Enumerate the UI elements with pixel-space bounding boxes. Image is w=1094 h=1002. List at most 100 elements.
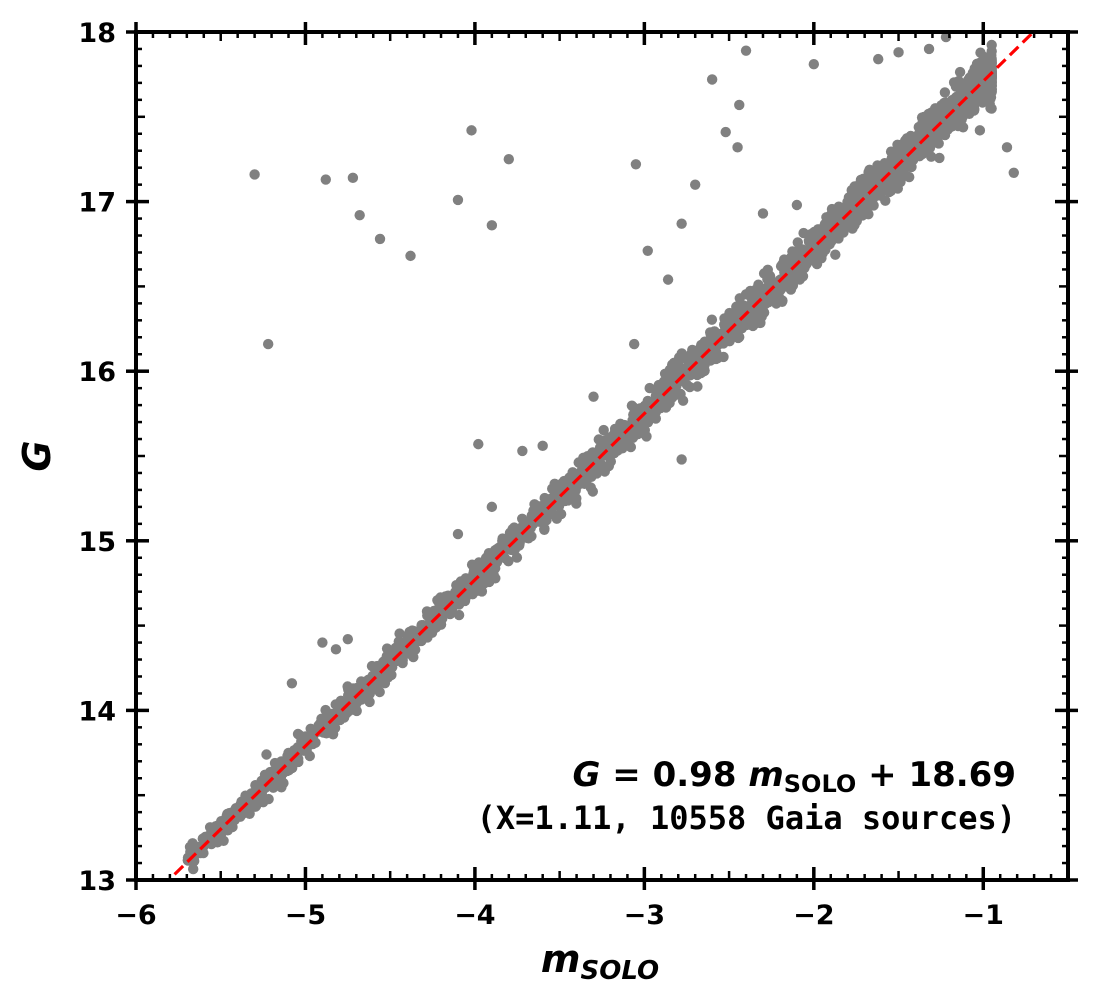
data-point (609, 423, 621, 435)
outlier-point (537, 440, 548, 452)
outlier-point (317, 637, 328, 648)
data-point (366, 660, 378, 672)
data-point (948, 77, 960, 88)
outlier-point (286, 678, 298, 689)
data-point (787, 269, 798, 280)
x-tick-label: −6 (115, 900, 156, 931)
data-point (210, 825, 222, 837)
data-point (625, 432, 636, 443)
data-point (985, 102, 996, 114)
data-point (939, 87, 951, 98)
data-point (243, 793, 254, 804)
data-point (798, 255, 809, 266)
fit-line (166, 32, 1036, 880)
data-point (865, 196, 876, 208)
data-point (284, 748, 295, 759)
data-point (607, 447, 619, 458)
x-tick-label: −4 (454, 900, 495, 931)
data-point (817, 231, 828, 242)
outlier-point (517, 445, 528, 457)
data-point (906, 161, 917, 173)
data-point (356, 676, 367, 687)
outlier-point (347, 172, 359, 184)
data-point (453, 609, 465, 621)
data-point (642, 395, 653, 407)
data-point (294, 729, 305, 741)
data-point (910, 137, 921, 148)
outlier-point (757, 208, 769, 219)
data-point (574, 457, 585, 469)
data-point (432, 595, 443, 606)
outlier-point (893, 47, 904, 58)
outlier-point (720, 126, 731, 138)
data-point (562, 492, 573, 503)
y-tick-label: 18 (78, 18, 116, 49)
data-point (923, 108, 934, 120)
data-point (626, 400, 638, 411)
data-point (408, 631, 420, 643)
data-point (712, 353, 723, 364)
fit-note: (X=1.11, 10558 Gaia sources) (477, 799, 1016, 837)
data-point (692, 381, 703, 392)
outlier-point (642, 245, 653, 256)
y-tick-label: 15 (78, 527, 116, 558)
equation-slope: = 0.98 (600, 755, 748, 795)
data-point (701, 338, 713, 350)
data-point (440, 591, 451, 602)
data-point (732, 301, 744, 312)
outlier-point (503, 154, 514, 165)
data-point (250, 780, 261, 791)
data-point (724, 307, 735, 319)
data-point (939, 104, 950, 116)
data-point (404, 641, 415, 652)
data-point (214, 835, 225, 846)
outlier-point (452, 528, 464, 540)
data-point (276, 782, 287, 793)
data-point (222, 808, 233, 820)
data-point (904, 171, 915, 183)
data-point (587, 486, 598, 497)
data-point (845, 220, 856, 232)
data-point (511, 552, 523, 563)
data-point (642, 417, 654, 428)
x-axis-label-main: m (541, 937, 581, 981)
outlier-point (588, 391, 599, 402)
data-point (985, 50, 996, 62)
data-point (558, 475, 570, 487)
data-point (776, 296, 788, 307)
data-point (868, 172, 880, 183)
data-point (692, 369, 703, 381)
data-point (857, 210, 868, 221)
tick-labels: −6 −5 −4 −3 −2 −1 13 14 15 16 17 18 (78, 18, 1004, 931)
data-point (947, 94, 958, 106)
data-point (374, 686, 385, 698)
x-axis-label: mSOLO (541, 937, 659, 986)
data-point (797, 271, 809, 282)
data-point (497, 543, 508, 554)
outlier-point (732, 142, 743, 153)
y-tick-label: 16 (78, 357, 116, 388)
fit-equation: G = 0.98 mSOLO + 18.69 (573, 755, 1017, 798)
outlier-point (676, 454, 687, 465)
equation-sub: SOLO (784, 770, 857, 798)
outlier-point (473, 438, 484, 450)
data-point (539, 523, 550, 534)
equation-intercept: + 18.69 (856, 755, 1016, 795)
outlier-point (628, 338, 640, 350)
data-point (754, 291, 766, 302)
data-point (983, 58, 994, 70)
x-tick-label: −3 (624, 900, 665, 931)
data-point (926, 151, 937, 162)
outlier-point (342, 633, 354, 645)
data-point (625, 441, 636, 453)
data-point (195, 847, 206, 858)
data-points (182, 32, 1019, 875)
outlier-point (486, 220, 498, 231)
data-point (599, 466, 610, 477)
data-point (830, 249, 841, 260)
outlier-point (630, 159, 642, 170)
data-point (653, 379, 664, 391)
outlier-point (466, 125, 477, 136)
data-point (940, 118, 952, 129)
data-point (969, 63, 980, 74)
